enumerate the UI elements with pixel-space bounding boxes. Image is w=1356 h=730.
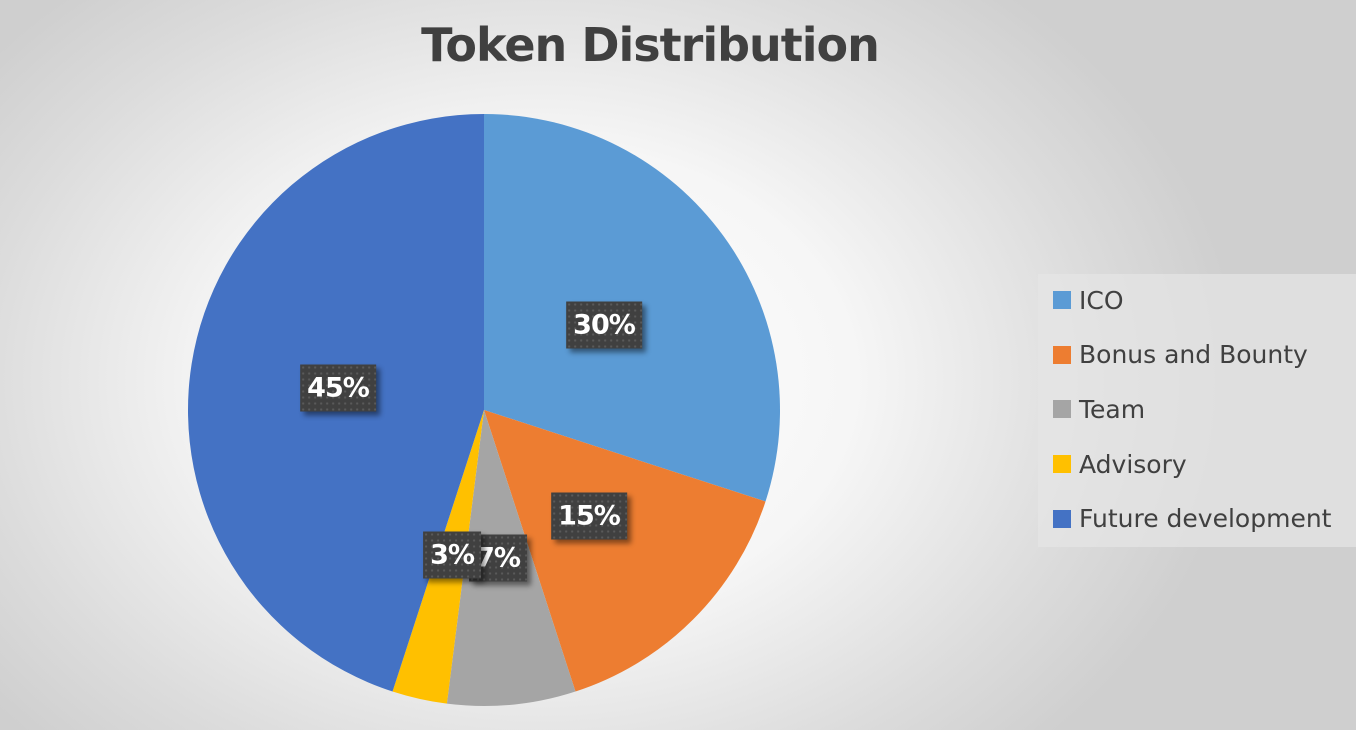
data-label-bonus-and-bounty: 15% xyxy=(551,492,627,540)
data-label-advisory: 3% xyxy=(423,531,481,579)
pie-slice-bonus-and-bounty xyxy=(484,410,766,692)
chart-title: Token Distribution xyxy=(421,18,880,72)
legend-label: Bonus and Bounty xyxy=(1079,340,1308,370)
legend-item: Future development xyxy=(1053,504,1331,534)
legend-swatch xyxy=(1053,400,1071,419)
legend-label: ICO xyxy=(1079,285,1124,315)
legend-label: Future development xyxy=(1079,504,1332,534)
legend-label: Advisory xyxy=(1079,449,1187,479)
legend-label: Team xyxy=(1079,394,1146,424)
legend-swatch xyxy=(1053,509,1071,528)
data-label-future-development: 45% xyxy=(300,364,376,412)
legend-swatch xyxy=(1053,345,1071,364)
legend-item: Team xyxy=(1053,394,1145,424)
legend-swatch xyxy=(1053,455,1071,474)
legend-item: Bonus and Bounty xyxy=(1053,340,1308,370)
legend-item: Advisory xyxy=(1053,449,1187,479)
legend-item: ICO xyxy=(1053,285,1124,315)
legend: ICO Bonus and Bounty Team Advisory Future de… xyxy=(1038,274,1356,547)
data-label-ico: 30% xyxy=(566,301,642,349)
legend-swatch xyxy=(1053,291,1071,309)
